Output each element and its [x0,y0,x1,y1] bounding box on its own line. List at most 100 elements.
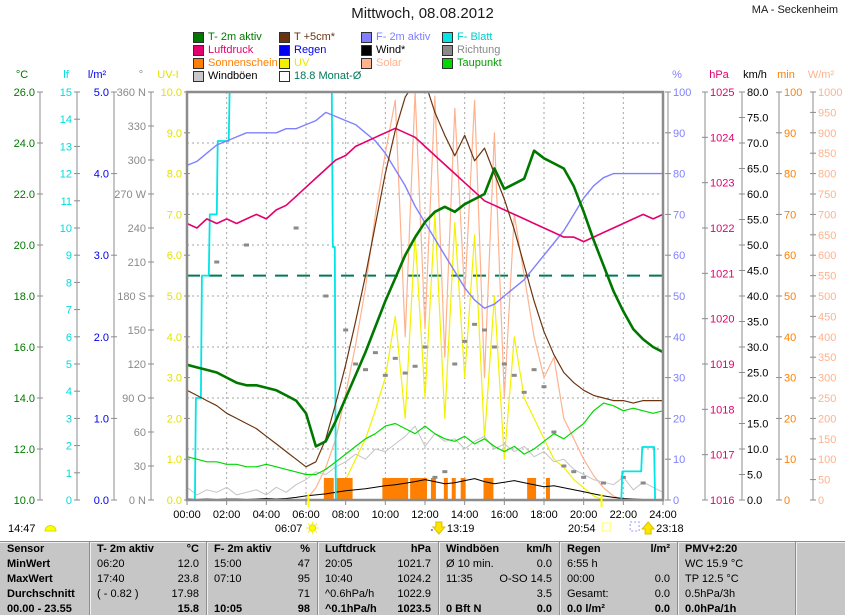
table-cell: 07:10 95 [207,572,317,587]
cell-left: ^0.1hPa/h [325,603,377,615]
cell-left: 0.0hPa/1h [685,603,737,615]
moon-square-icon [629,521,640,532]
svg-text:25.0: 25.0 [747,368,768,380]
legend-item-f2m: F- 2m aktiv [361,31,442,44]
svg-text:650: 650 [818,230,836,242]
svg-text:750: 750 [818,189,836,201]
cell-left: ( - 0.82 ) [97,588,139,600]
axis-uvi: UV-I 10.0 9.0 8.0 7.0 6.0 5.0 4.0 3.0 2.0 1.0 0.0 [157,69,190,507]
legend-label: Sonnenschein [208,57,278,69]
svg-text:330: 330 [128,121,146,133]
svg-text:10: 10 [60,223,72,235]
svg-text:50.0: 50.0 [747,240,768,252]
series-sonnenschein [323,477,550,500]
svg-text:15.0: 15.0 [747,419,768,431]
series-t5cm [187,92,663,468]
svg-text:14.0: 14.0 [14,393,35,405]
svg-text:20.0: 20.0 [14,240,35,252]
svg-text:22:00: 22:00 [610,509,638,521]
table-column-1: T- 2m aktiv °C 06:20 12.0 17:40 23.8 ( - 0.82 … [89,542,206,615]
half-sun-icon [44,525,57,532]
table-row-labels: Sensor MinWert MaxWert Durchschnitt 00.00 - … [0,542,89,615]
row-label: 00.00 - 23.55 [7,603,72,615]
row-label: MaxWert [7,573,53,585]
legend-item-uv: UV [279,57,361,70]
table-cell: 17:40 23.8 [90,572,206,587]
legend-label: Wind* [376,44,406,56]
series-uv [187,213,663,500]
gridlines [187,92,663,500]
axis-dir: ° 360 N 330 300 270 W 240 210 180 S 150 120 90 O 60… [114,69,154,507]
up-arrow-icon [641,521,656,535]
up-time-label: 23:18 [656,523,684,535]
cell-left: 11:35 [446,573,473,585]
table-column-4: Windböen km/h Ø 10 min. 0.0 11:35 O-SO 14.5 3.… [438,542,559,615]
legend-label: Richtung [457,44,501,56]
svg-text:20:00: 20:00 [570,509,598,521]
svg-text:1017: 1017 [710,450,734,462]
svg-text:18:00: 18:00 [530,509,558,521]
legend-swatch-f2m [361,32,372,43]
svg-text:11: 11 [61,196,72,208]
svg-text:7.0: 7.0 [167,209,182,221]
cell-value: 71 [297,588,310,600]
svg-text:30: 30 [673,373,685,385]
cell-left: TP 12.5 °C [685,573,739,585]
svg-text:500: 500 [818,291,836,303]
cell-value: 1021.7 [397,558,431,570]
svg-text:8.0: 8.0 [167,169,182,181]
cell-left: 20:05 [325,558,353,570]
svg-text:02:00: 02:00 [213,509,241,521]
legend-label: T +5cm* [294,31,336,43]
svg-text:22.0: 22.0 [14,189,35,201]
svg-text:5.0: 5.0 [94,87,109,99]
cell-left: 00:00 [567,573,595,585]
svg-text:1023: 1023 [710,178,734,190]
legend-swatch-t5cm [279,32,290,43]
svg-text:2.0: 2.0 [94,332,109,344]
svg-text:80.0: 80.0 [747,87,768,99]
cell-left: 6:55 h [567,558,598,570]
series-luftdruck [187,127,663,243]
weather-chart: °C 26.0 24.0 22.0 20.0 18.0 16.0 14.0 12.0 10.0 lf… [8,69,842,535]
axis-hpa: hPa 1025 1024 1023 1022 1021 1020 1019 1018 1017 1… [702,69,734,507]
svg-text:0: 0 [818,495,824,507]
svg-text:360 N: 360 N [117,87,146,99]
svg-text:600: 600 [818,250,836,262]
cell-value: 0.0 [536,558,552,570]
column-unit: l/m² [650,543,670,555]
svg-text:300: 300 [128,155,146,167]
svg-text:1024: 1024 [710,132,734,144]
legend-swatch-richtung [442,45,453,56]
table-cell: 10:05 98 [207,602,317,615]
table-cell: 06:20 12.0 [90,557,206,572]
svg-text:5.0: 5.0 [747,470,762,482]
legend-label: Luftdruck [208,44,254,56]
axis-rain: l/m² 5.0 4.0 3.0 2.0 1.0 0.0 [88,69,117,507]
series-fblatt [187,92,663,500]
svg-text:%: % [672,69,682,81]
legend-item-monat: 18.8 Monat-Ø [279,70,361,83]
svg-text:00:00: 00:00 [173,509,201,521]
svg-text:0: 0 [784,495,790,507]
cell-value: 0.0 [654,588,670,600]
table-column-5: Regen l/m² 6:55 h 00:00 0.0 Gesamt: 0.0 0.0 l/m… [559,542,677,615]
svg-text:150: 150 [128,325,146,337]
svg-text:210: 210 [128,257,146,269]
svg-text:10.0: 10.0 [14,495,35,507]
svg-text:0.0: 0.0 [747,495,762,507]
row-label: Durchschnitt [7,588,75,600]
table-cell: Gesamt: 0.0 [560,587,677,602]
table-column-6: PMV+2:20 WC 15.9 °C TP 12.5 °C 0.5hPa/3h 0.0… [677,542,795,615]
svg-text:15: 15 [60,87,72,99]
svg-text:0 N: 0 N [129,495,146,507]
legend-item-taupunkt: Taupunkt [442,57,534,70]
series-richtung [214,226,646,485]
cell-value: 0.0 [536,603,552,615]
svg-text:4.0: 4.0 [94,169,109,181]
legend-label: Windböen [208,70,258,82]
row-label: MinWert [7,558,51,570]
svg-text:W/m²: W/m² [808,69,835,81]
